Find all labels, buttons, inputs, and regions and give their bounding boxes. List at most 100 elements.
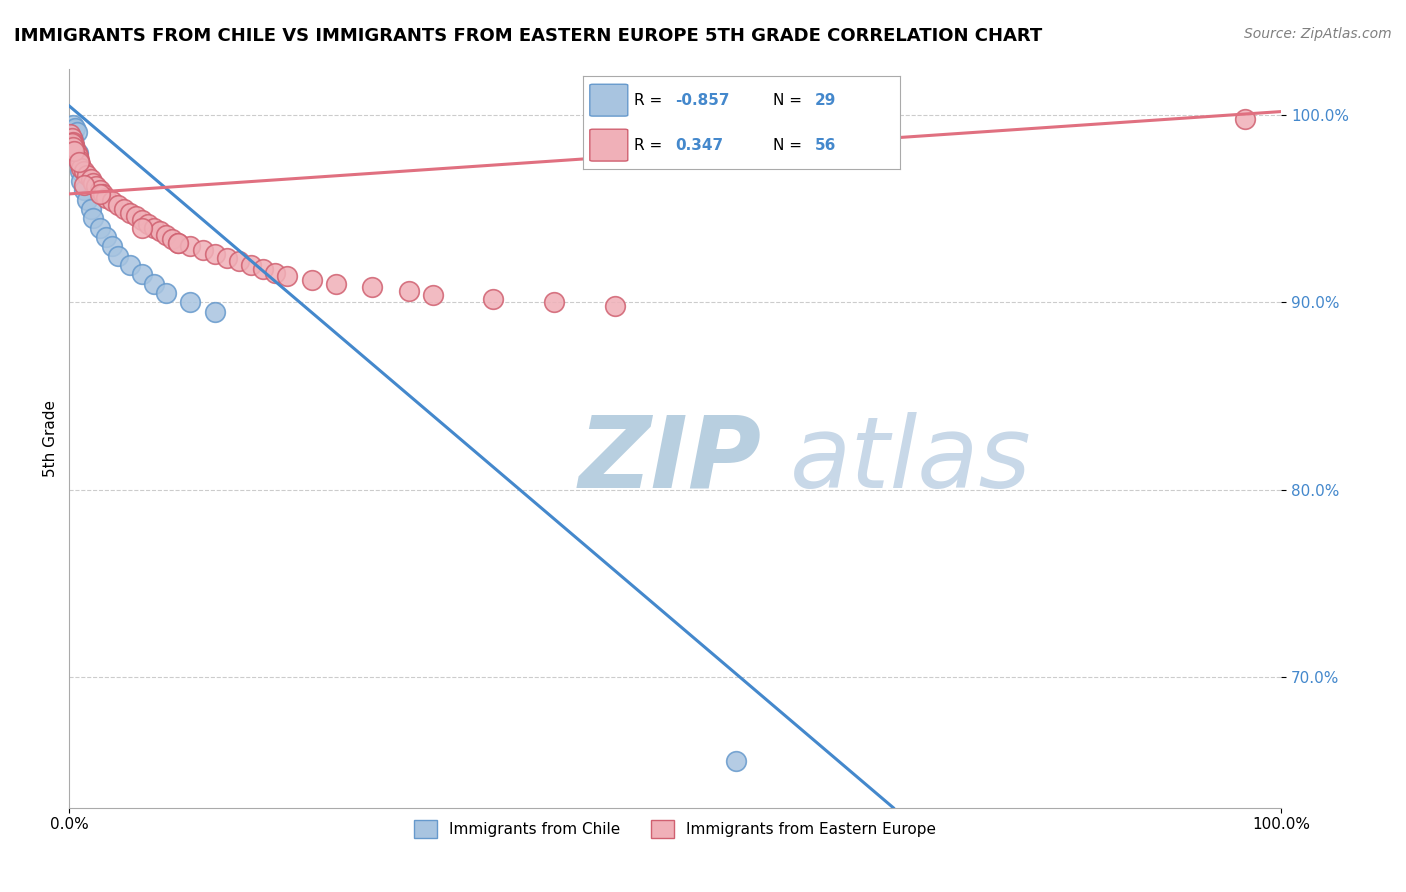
Point	[136, 217, 159, 231]
Point	[67, 155, 90, 169]
Point	[228, 254, 250, 268]
Point	[80, 202, 103, 216]
Point	[325, 277, 347, 291]
Point	[167, 235, 190, 250]
FancyBboxPatch shape	[591, 129, 627, 161]
Point	[482, 292, 505, 306]
Point	[70, 161, 93, 175]
Point	[179, 295, 201, 310]
Text: R =: R =	[634, 137, 668, 153]
Point	[131, 213, 153, 227]
Point	[603, 299, 626, 313]
Point	[143, 220, 166, 235]
Point	[94, 230, 117, 244]
Point	[63, 138, 86, 153]
Point	[66, 149, 89, 163]
Point	[65, 121, 87, 136]
Point	[191, 243, 214, 257]
Point	[118, 205, 141, 219]
Point	[60, 130, 83, 145]
Point	[107, 249, 129, 263]
Point	[100, 239, 122, 253]
Point	[62, 135, 84, 149]
Point	[543, 295, 565, 310]
Text: 0.347: 0.347	[675, 137, 723, 153]
Point	[131, 220, 153, 235]
Point	[215, 251, 238, 265]
Point	[73, 183, 96, 197]
Point	[84, 179, 107, 194]
Point	[398, 284, 420, 298]
Point	[70, 174, 93, 188]
Text: IMMIGRANTS FROM CHILE VS IMMIGRANTS FROM EASTERN EUROPE 5TH GRADE CORRELATION CH: IMMIGRANTS FROM CHILE VS IMMIGRANTS FROM…	[14, 27, 1042, 45]
Point	[1233, 112, 1256, 126]
Text: ZIP: ZIP	[578, 412, 761, 508]
Point	[80, 172, 103, 186]
Point	[100, 194, 122, 209]
Point	[76, 168, 98, 182]
Legend: Immigrants from Chile, Immigrants from Eastern Europe: Immigrants from Chile, Immigrants from E…	[408, 814, 942, 845]
Point	[118, 258, 141, 272]
Point	[89, 220, 111, 235]
Point	[67, 155, 90, 169]
Point	[82, 176, 104, 190]
Point	[67, 153, 90, 168]
Text: 56: 56	[814, 137, 835, 153]
Y-axis label: 5th Grade: 5th Grade	[44, 400, 58, 476]
Point	[240, 258, 263, 272]
Point	[62, 142, 84, 156]
Point	[264, 266, 287, 280]
FancyBboxPatch shape	[591, 84, 627, 116]
Point	[63, 144, 86, 158]
Point	[94, 191, 117, 205]
Text: atlas: atlas	[790, 412, 1032, 508]
Point	[73, 178, 96, 192]
Point	[69, 164, 91, 178]
Point	[301, 273, 323, 287]
Point	[60, 136, 83, 151]
Point	[76, 193, 98, 207]
Point	[107, 198, 129, 212]
Point	[73, 164, 96, 178]
Point	[155, 286, 177, 301]
Point	[82, 211, 104, 226]
Point	[69, 157, 91, 171]
Point	[91, 186, 114, 201]
Text: R =: R =	[634, 93, 668, 108]
Text: -0.857: -0.857	[675, 93, 730, 108]
Text: N =: N =	[773, 137, 807, 153]
Point	[131, 268, 153, 282]
Point	[65, 142, 87, 156]
Point	[155, 228, 177, 243]
Point	[59, 127, 82, 141]
Point	[89, 186, 111, 201]
Point	[60, 130, 83, 145]
Point	[149, 224, 172, 238]
Point	[204, 247, 226, 261]
Point	[65, 145, 87, 160]
Point	[63, 123, 86, 137]
Point	[252, 261, 274, 276]
Point	[62, 133, 84, 147]
Point	[724, 754, 747, 768]
Point	[276, 269, 298, 284]
Point	[167, 235, 190, 250]
Point	[204, 305, 226, 319]
Point	[179, 239, 201, 253]
Point	[143, 277, 166, 291]
Text: 29: 29	[814, 93, 835, 108]
Point	[63, 138, 86, 153]
Point	[89, 183, 111, 197]
Point	[361, 280, 384, 294]
Point	[59, 127, 82, 141]
Point	[62, 140, 84, 154]
Point	[422, 288, 444, 302]
Text: Source: ZipAtlas.com: Source: ZipAtlas.com	[1244, 27, 1392, 41]
Point	[65, 125, 87, 139]
Point	[125, 210, 148, 224]
Point	[62, 118, 84, 132]
Point	[60, 136, 83, 151]
Point	[66, 145, 89, 160]
Point	[112, 202, 135, 216]
Point	[162, 232, 184, 246]
